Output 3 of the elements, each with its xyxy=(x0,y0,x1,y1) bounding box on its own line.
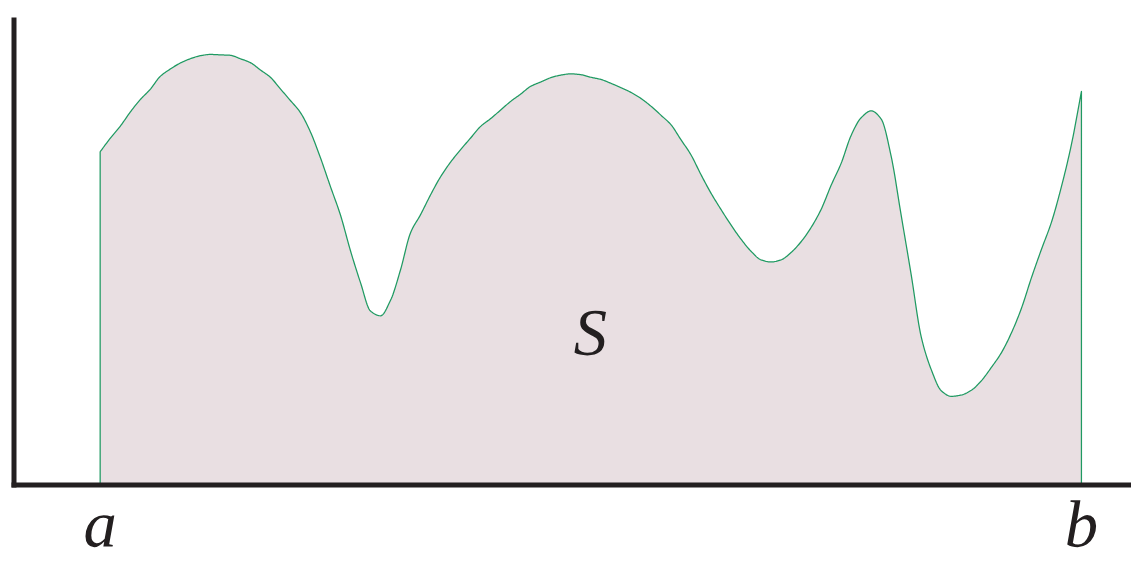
x-tick-label: a xyxy=(85,515,115,548)
annotation: S xyxy=(574,310,606,356)
x-tick-label: b xyxy=(1067,500,1097,548)
